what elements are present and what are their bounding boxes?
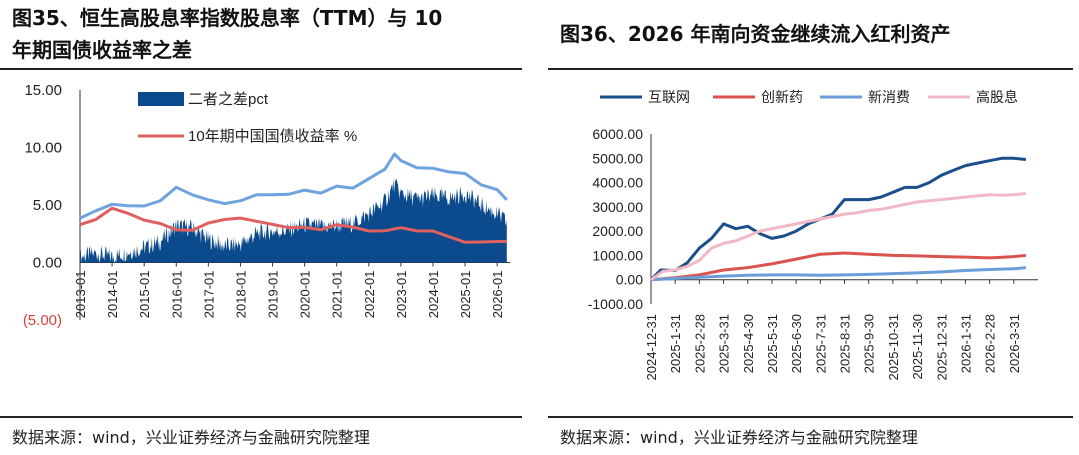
left-chart-title-line2: 年期国债收益率之差 (12, 38, 192, 62)
left-y-tick-label: 15.00 (24, 82, 62, 99)
right-y-tick-label: 3000.00 (592, 199, 643, 215)
right-x-tick-label: 2025-9-30 (862, 314, 877, 373)
right-x-tick-label: 2026-2-28 (983, 314, 998, 373)
left-x-tick-label: 2015-01 (137, 271, 152, 319)
right-x-tick-label: 2025-5-31 (765, 314, 780, 373)
right-legend-label: 高股息 (976, 89, 1018, 105)
left-x-tick-label: 2025-01 (458, 271, 473, 319)
right-chart-title: 图36、2026 年南向资金继续流入红利资产 (560, 22, 951, 46)
left-series-line-bond-yield (79, 206, 507, 244)
right-y-tick-label: 6000.00 (592, 126, 643, 142)
left-series-area-diff (80, 178, 507, 263)
left-x-tick-label: 2019-01 (266, 271, 281, 319)
right-x-tick-label: 2025-8-31 (838, 314, 853, 373)
right-x-tick-label: 2025-12-31 (934, 314, 949, 381)
left-x-tick-label: 2017-01 (201, 271, 216, 319)
right-x-tick-label: 2025-1-31 (668, 314, 683, 373)
left-title-rule (0, 68, 522, 70)
left-series-line-dividend-yield (79, 152, 508, 220)
left-x-tick-label: 2016-01 (169, 271, 184, 319)
right-y-tick-label: 0.00 (616, 272, 643, 288)
right-y-tick-label: 4000.00 (592, 175, 643, 191)
left-x-tick-label: 2021-01 (330, 271, 345, 319)
right-x-tick-label: 2025-11-30 (910, 314, 925, 380)
right-y-tick-label: 1000.00 (592, 247, 643, 263)
left-x-tick-label: 2024-01 (426, 271, 441, 319)
left-chart: 15.00 10.00 5.00 0.00 (5.00) 2013-01 2014-01 20… (23, 82, 510, 329)
right-series-line-2 (650, 266, 1027, 282)
left-legend-swatch-area (138, 92, 184, 106)
right-legend-label: 创新药 (761, 89, 803, 105)
right-y-tick-label: 2000.00 (592, 223, 643, 239)
left-source-note: 数据来源：wind，兴业证券经济与金融研究院整理 (12, 428, 370, 447)
right-x-tick-label: 2025-10-31 (886, 314, 901, 381)
right-x-tick-label: 2026-3-31 (1007, 314, 1022, 373)
left-x-tick-label: 2026-01 (490, 271, 505, 319)
left-x-tick-label: 2020-01 (298, 271, 313, 319)
right-legend-label: 互联网 (648, 89, 690, 105)
left-x-tick-label: 2014-01 (105, 271, 120, 319)
left-x-tick-label: 2022-01 (362, 271, 377, 319)
right-y-tick-label: -1000.00 (588, 296, 643, 312)
right-chart: 6000.00 5000.00 4000.00 3000.00 2000.00 1000.… (588, 89, 1038, 381)
right-x-tick-label: 2025-6-30 (789, 314, 804, 373)
left-y-tick-label: 0.00 (33, 255, 62, 272)
right-series-line-3 (650, 192, 1027, 281)
left-source-rule (0, 416, 522, 418)
right-x-tick-label: 2024-12-31 (644, 314, 659, 381)
right-y-tick-label: 5000.00 (592, 150, 643, 166)
left-y-tick-label: (5.00) (23, 312, 62, 329)
right-x-tick-label: 2025-7-31 (813, 314, 828, 373)
left-legend-label-bond: 10年期中国国债收益率 % (188, 128, 357, 145)
right-x-tick-label: 2025-4-30 (741, 314, 756, 373)
left-chart-title-line1: 图35、恒生高股息率指数股息率（TTM）与 10 (12, 6, 443, 30)
right-x-tick-label: 2025-3-31 (717, 314, 732, 373)
left-y-tick-label: 5.00 (33, 197, 62, 214)
left-x-tick-label: 2023-01 (394, 271, 409, 319)
right-x-tick-label: 2026-1-31 (958, 314, 973, 373)
left-y-tick-label: 10.00 (24, 140, 62, 157)
right-legend-label: 新消费 (868, 89, 910, 105)
right-series-line-0 (649, 156, 1027, 281)
right-title-rule (548, 68, 1073, 70)
right-series-line-1 (650, 251, 1027, 282)
left-x-tick-label: 2013-01 (73, 271, 88, 319)
right-source-rule (548, 416, 1073, 418)
left-x-tick-label: 2018-01 (233, 271, 248, 319)
right-x-tick-label: 2025-2-28 (692, 314, 707, 373)
right-source-note: 数据来源：wind，兴业证券经济与金融研究院整理 (560, 428, 918, 447)
left-legend-label-diff: 二者之差pct (188, 91, 269, 108)
